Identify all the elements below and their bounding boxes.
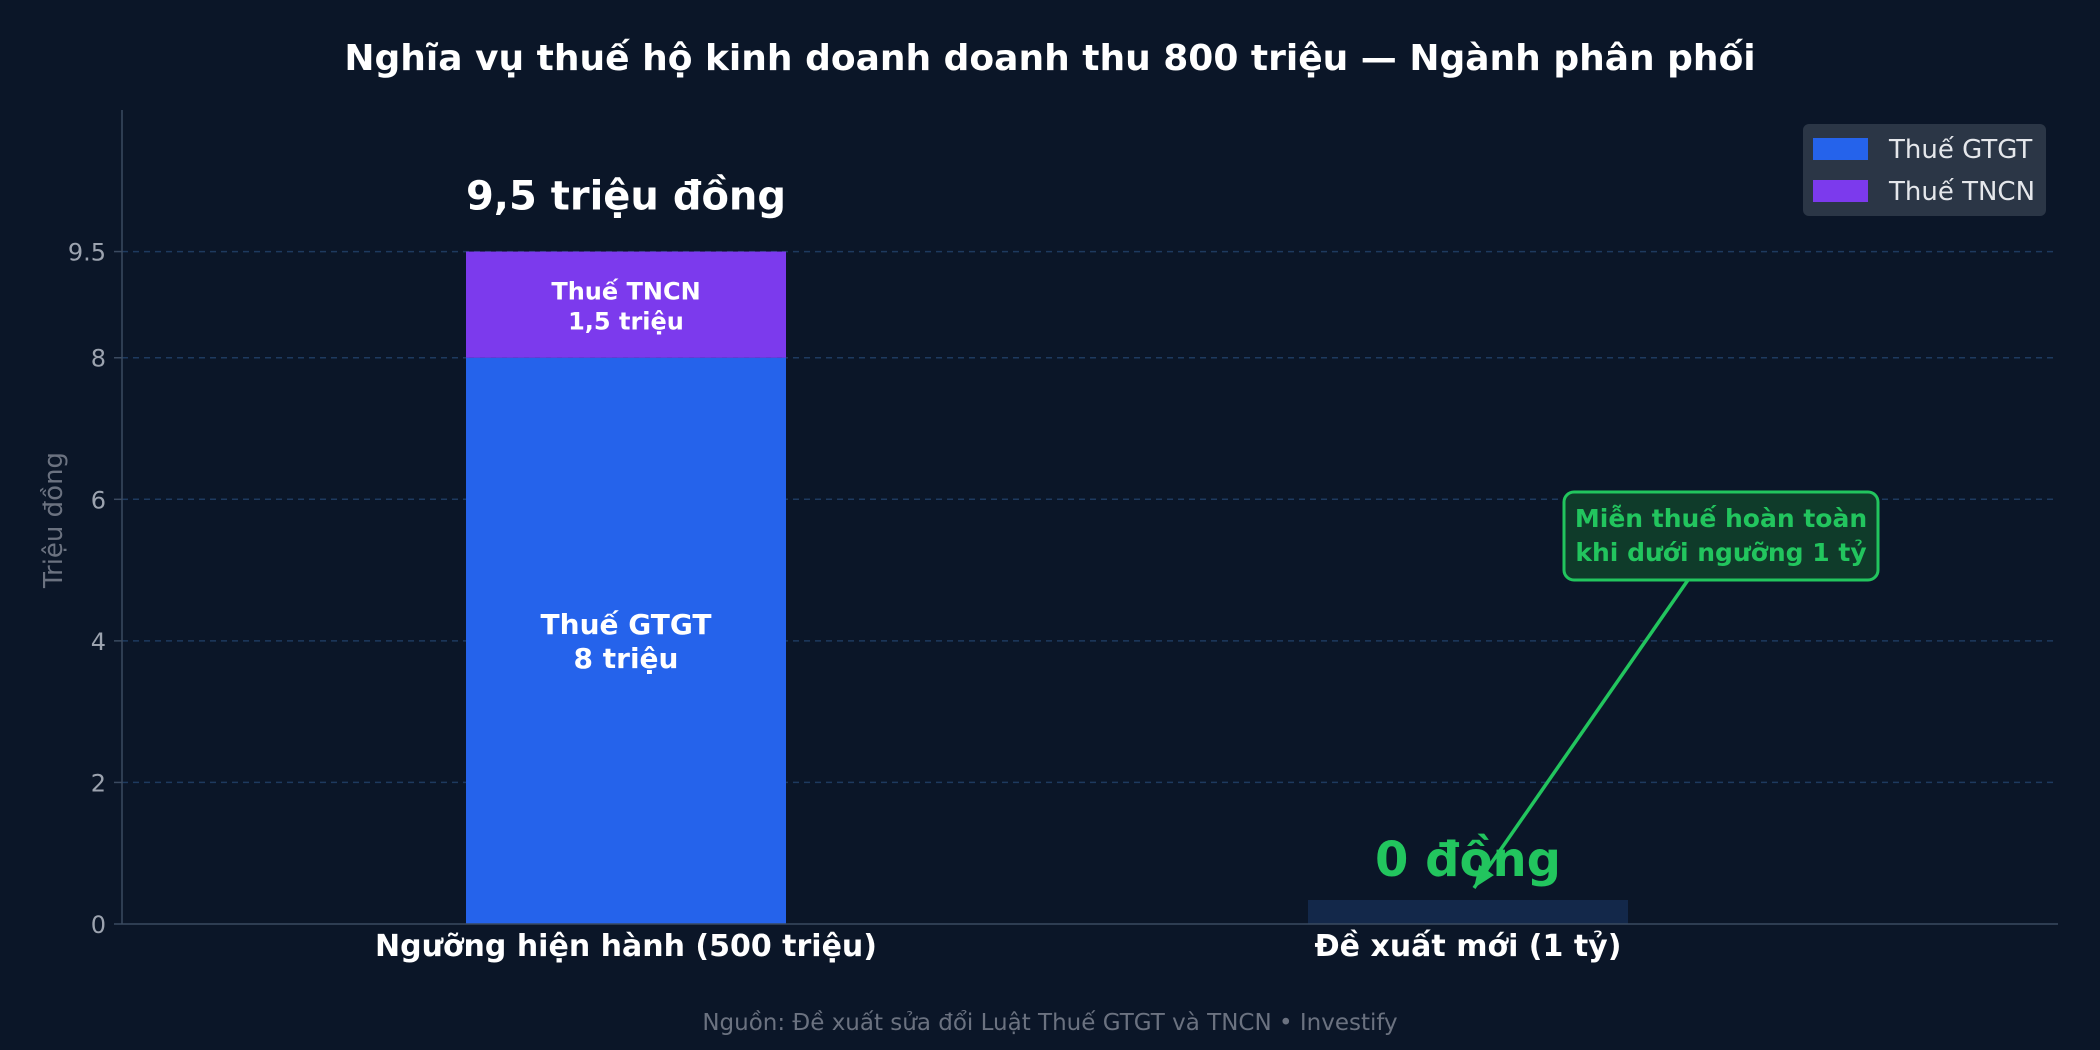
legend-label: Thuế GTGT [1888, 135, 2032, 165]
annotation-text: Miễn thuế hoàn toàn khi dưới ngưỡng 1 tỷ [1575, 504, 1867, 567]
y-axis-label: Triệu đồng [39, 452, 69, 589]
annotation: Miễn thuế hoàn toàn khi dưới ngưỡng 1 tỷ [1472, 490, 1880, 889]
total-label: 9,5 triệu đồng [466, 174, 786, 220]
y-tick-label: 0 [91, 911, 106, 939]
bars [466, 251, 1628, 924]
segment-label: Thuế GTGT 8 triệu [541, 608, 712, 675]
bar-segment [466, 251, 786, 358]
y-tick-label: 2 [91, 769, 106, 797]
legend-swatch [1813, 138, 1868, 160]
y-tick-label: 6 [91, 486, 106, 514]
y-tick-label: 9.5 [68, 239, 106, 267]
bar-zero-placeholder [1308, 900, 1628, 924]
chart-title: Nghĩa vụ thuế hộ kinh doanh doanh thu 80… [344, 38, 1755, 79]
legend-label: Thuế TNCN [1888, 177, 2035, 207]
bar-segment [466, 357, 786, 924]
annotation-arrow-head [1474, 864, 1494, 888]
axes: 0 2 4 6 8 9.5 Ngưỡng hiện hành (500 triệu) Đề x… [68, 110, 2058, 964]
annotation-arrow-line [1472, 579, 1690, 889]
y-tick-label: 4 [91, 628, 106, 656]
x-tick-label: Ngưỡng hiện hành (500 triệu) [375, 929, 877, 964]
legend: Thuế GTGT Thuế TNCN [1803, 124, 2046, 216]
source-note: Nguồn: Đề xuất sửa đổi Luật Thuế GTGT và… [702, 1010, 1397, 1036]
annotation-box [1562, 490, 1880, 582]
data-labels: Thuế GTGT 8 triệu Thuế TNCN 1,5 triệu 9,5 tr… [466, 174, 1561, 888]
y-tick-label: 8 [91, 345, 106, 373]
total-label-zero: 0 đồng [1375, 832, 1561, 888]
grid-lines [122, 250, 2058, 784]
x-tick-label: Đề xuất mới (1 tỷ) [1315, 929, 1622, 964]
legend-swatch [1813, 180, 1868, 202]
segment-label: Thuế TNCN 1,5 triệu [551, 278, 700, 336]
